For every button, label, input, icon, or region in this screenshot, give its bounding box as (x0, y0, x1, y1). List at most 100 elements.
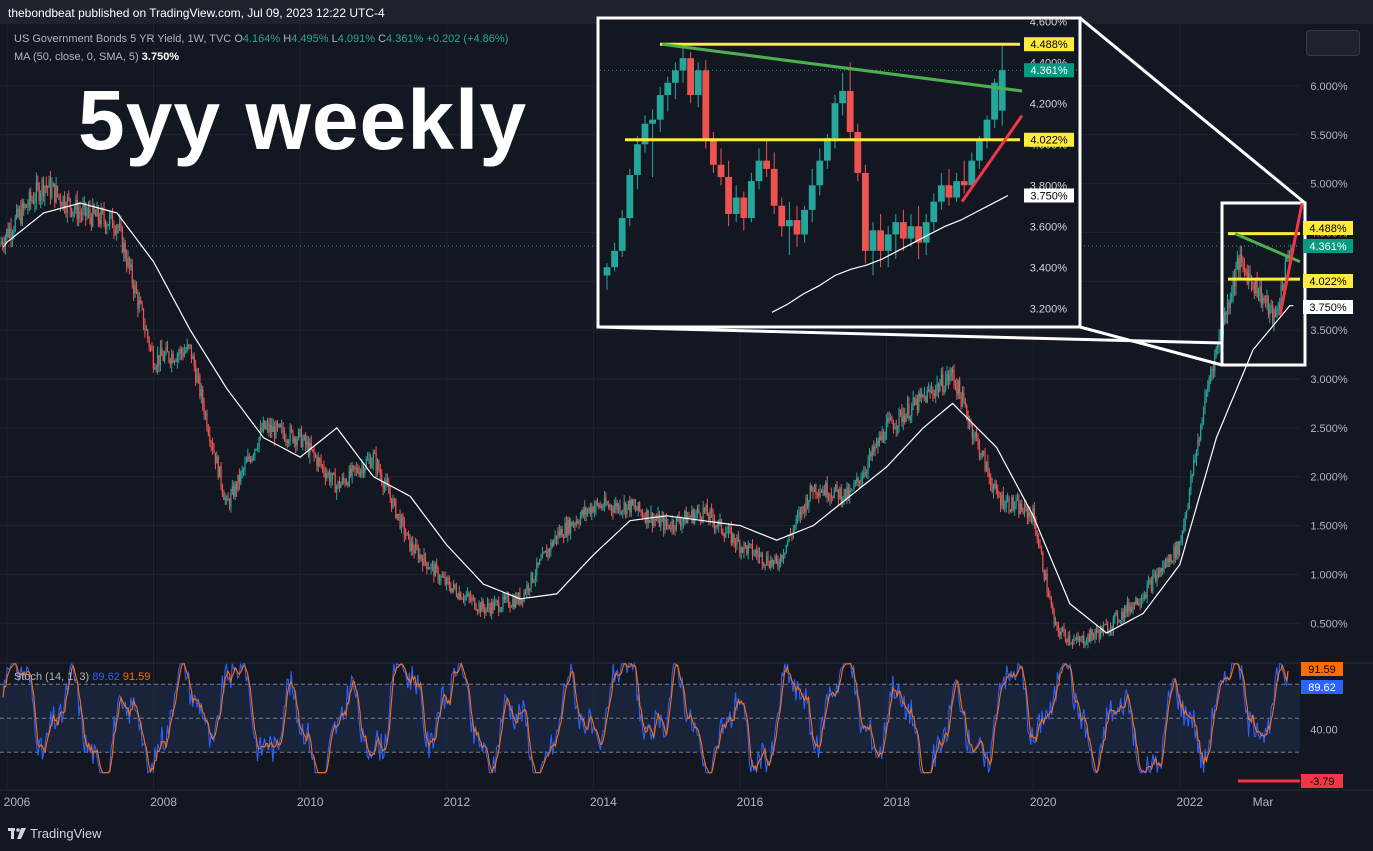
main-candle-body (564, 522, 566, 538)
main-candle-body (240, 471, 242, 483)
main-candle-body (770, 559, 772, 568)
ma-value: 3.750% (141, 51, 180, 63)
main-candle-body (429, 568, 431, 570)
main-candle-body (515, 596, 517, 608)
main-candle-body (484, 608, 486, 613)
main-candle-body (560, 528, 562, 536)
main-candle-body (767, 556, 769, 565)
main-candle-body (1242, 262, 1244, 264)
y-tick-label: 2.500% (1310, 423, 1348, 435)
inset-candle-body (915, 226, 922, 243)
main-candle-body (909, 416, 911, 420)
main-candle-body (588, 507, 590, 511)
inset-y-tick: 4.600% (1030, 16, 1068, 28)
y-tick-label: 3.500% (1310, 325, 1348, 337)
main-candle-body (512, 599, 514, 607)
main-candle-body (426, 561, 428, 569)
main-candle-body (1126, 602, 1129, 613)
main-candle-body (928, 389, 930, 391)
main-candle-body (1266, 296, 1268, 303)
main-candle-body (183, 352, 185, 357)
inset-candle-body (634, 144, 641, 175)
main-candle-body (76, 199, 78, 220)
main-candle-body (365, 460, 367, 469)
main-candle-body (974, 433, 976, 437)
main-candle-body (743, 542, 745, 552)
main-candle-body (936, 383, 938, 390)
main-candle-body (358, 472, 360, 476)
main-candle-body (28, 192, 30, 207)
main-candle-body (984, 453, 986, 471)
main-candle-body (1219, 337, 1222, 339)
main-candle-body (1045, 573, 1047, 580)
symbol-legend[interactable]: US Government Bonds 5 YR Yield, 1W, TVC … (14, 33, 508, 45)
main-candle-body (262, 420, 264, 432)
main-candle-body (412, 542, 414, 551)
main-candle-body (571, 521, 573, 527)
main-candle-body (149, 346, 152, 348)
main-candle-body (586, 510, 589, 515)
x-tick-label: 2012 (443, 795, 470, 809)
main-candle-body (868, 453, 871, 462)
main-candle-body (436, 564, 438, 569)
main-candle-body (1257, 295, 1260, 297)
main-candle-body (214, 452, 216, 464)
main-candle-body (1228, 302, 1230, 308)
main-candle-body (1274, 310, 1277, 318)
main-candle-body (836, 484, 838, 490)
main-candle-body (505, 596, 507, 600)
main-candle-body (992, 487, 995, 492)
main-candle-body (1084, 644, 1086, 646)
main-candle-body (983, 451, 985, 454)
main-candle-body (709, 509, 711, 520)
main-candle-body (1149, 580, 1151, 582)
main-candle-body (988, 472, 990, 477)
ma-legend[interactable]: MA (50, close, 0, SMA, 5) 3.750% (14, 51, 179, 63)
main-candle-body (719, 519, 721, 521)
chart-settings-button[interactable] (1306, 30, 1360, 56)
main-candle-body (1039, 546, 1041, 548)
price-label: 4.022% (1309, 276, 1347, 288)
main-candle-body (34, 200, 36, 204)
main-candle-body (774, 556, 776, 561)
main-candle-body (523, 591, 525, 602)
main-candle-body (292, 430, 294, 443)
main-candle-body (654, 518, 656, 520)
tradingview-logo[interactable]: TradingView (8, 826, 102, 841)
main-candle-body (427, 568, 429, 570)
main-candle-body (1022, 511, 1024, 514)
main-candle-body (644, 516, 646, 523)
main-candle-body (702, 507, 704, 520)
main-candle-body (639, 502, 641, 511)
main-candle-body (637, 502, 639, 511)
main-candle-body (1114, 613, 1116, 618)
main-candle-body (230, 493, 232, 507)
main-candle-body (1139, 603, 1141, 605)
main-candle-body (568, 519, 570, 534)
main-candle-body (138, 300, 140, 309)
inset-candle-body (862, 172, 869, 251)
main-candle-body (1204, 396, 1206, 412)
main-candle-body (116, 226, 118, 233)
main-candle-body (912, 398, 914, 406)
stoch-legend[interactable]: Stoch (14, 1, 3) 89.62 91.59 (14, 671, 150, 683)
main-candle-body (451, 588, 453, 593)
main-candle-body (279, 424, 281, 427)
main-candle-body (496, 600, 498, 602)
main-candle-body (131, 264, 133, 284)
stoch-price-label: 91.59 (1308, 664, 1336, 676)
main-candle-body (202, 389, 204, 405)
main-candle-body (1121, 611, 1123, 621)
main-candle-body (722, 531, 724, 535)
main-candle-body (152, 350, 154, 369)
main-candle-body (24, 204, 26, 208)
main-candle-body (178, 353, 180, 355)
main-candle-body (890, 417, 892, 420)
main-candle-body (882, 431, 885, 441)
main-candle-body (957, 380, 959, 395)
main-candle-body (1198, 439, 1200, 441)
connector-bottom (1079, 325, 1223, 367)
main-candle-body (1078, 639, 1081, 642)
main-candle-body (58, 194, 60, 197)
